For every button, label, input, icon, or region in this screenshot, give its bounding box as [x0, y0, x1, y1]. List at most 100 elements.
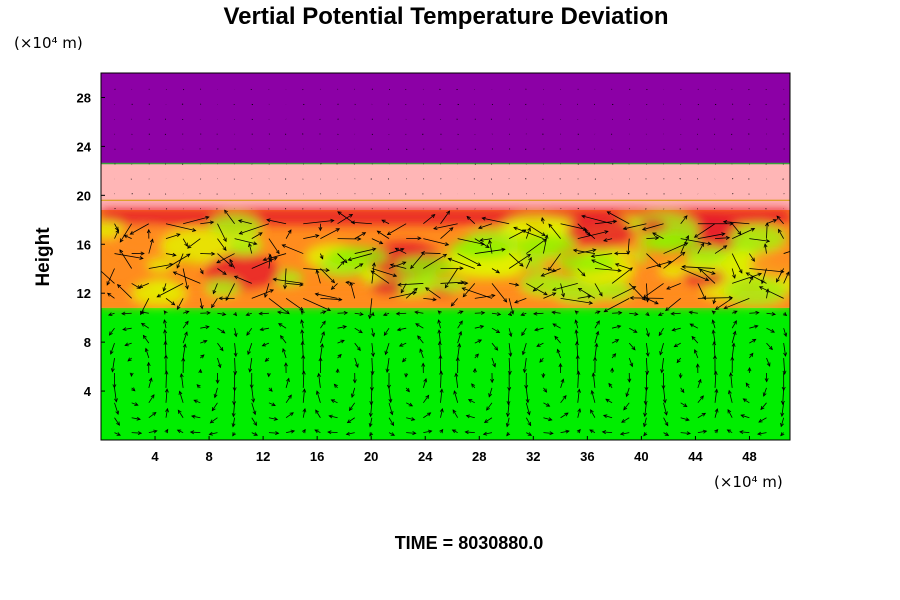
velocity-vector — [371, 238, 384, 245]
velocity-vector — [479, 238, 493, 242]
velocity-vector — [101, 270, 115, 284]
velocity-vector — [524, 372, 529, 390]
velocity-vector — [543, 431, 554, 436]
velocity-vector — [525, 256, 532, 269]
velocity-vector — [320, 297, 343, 302]
velocity-vector — [507, 372, 512, 392]
velocity-vector — [397, 282, 424, 287]
velocity-vector — [749, 253, 755, 262]
velocity-vector — [757, 431, 767, 436]
velocity-vector — [661, 372, 666, 390]
velocity-vector — [423, 238, 450, 246]
velocity-vector — [577, 408, 582, 418]
velocity-vector — [526, 432, 533, 436]
velocity-vector — [782, 312, 788, 317]
velocity-vector — [119, 249, 133, 269]
velocity-vector — [506, 432, 511, 437]
velocity-vector — [466, 215, 476, 225]
velocity-vector — [440, 210, 451, 224]
velocity-vector — [713, 370, 718, 388]
velocity-vector — [163, 319, 167, 329]
velocity-vector — [278, 323, 287, 329]
velocity-vector — [477, 223, 493, 230]
velocity-vector — [464, 430, 475, 435]
velocity-vector — [666, 283, 681, 290]
x-tick-label: 24 — [418, 449, 433, 464]
velocity-vector — [398, 342, 407, 347]
velocity-vector — [196, 384, 201, 389]
velocity-vector — [261, 342, 270, 347]
velocity-vector — [732, 228, 756, 240]
velocity-vector — [384, 342, 390, 356]
velocity-vector — [215, 372, 220, 384]
velocity-vector — [337, 353, 342, 359]
velocity-vector — [200, 251, 216, 256]
velocity-vector — [714, 388, 719, 403]
velocity-vector — [234, 238, 258, 246]
velocity-vector — [208, 431, 218, 436]
velocity-vector — [395, 311, 407, 316]
velocity-vector — [337, 253, 348, 264]
velocity-vector — [420, 251, 441, 255]
velocity-vector — [164, 370, 169, 388]
velocity-vector — [645, 328, 650, 338]
velocity-vector — [437, 329, 442, 344]
velocity-vector — [368, 417, 373, 428]
velocity-vector — [731, 330, 737, 344]
velocity-vector — [268, 416, 279, 421]
x-tick-label: 32 — [526, 449, 540, 464]
velocity-vector — [525, 402, 531, 416]
velocity-vector — [711, 310, 716, 315]
texture-blob — [557, 252, 618, 273]
plot-frame — [100, 72, 791, 441]
velocity-vector — [572, 248, 595, 254]
velocity-vector — [505, 417, 510, 428]
velocity-vector — [283, 268, 288, 290]
velocity-vector — [766, 219, 778, 225]
velocity-vector — [337, 213, 354, 225]
velocity-vector — [346, 417, 355, 424]
texture-blob — [566, 215, 635, 250]
velocity-vector — [301, 428, 306, 434]
velocity-vector — [268, 253, 273, 263]
texture-blob — [638, 231, 699, 252]
velocity-vector — [577, 388, 581, 403]
velocity-vector — [211, 298, 218, 309]
velocity-vector — [764, 372, 769, 383]
velocity-vector — [320, 320, 326, 329]
velocity-vector — [697, 429, 708, 434]
velocity-vector — [660, 357, 665, 374]
velocity-vector — [697, 378, 702, 389]
velocity-vector — [577, 230, 609, 240]
velocity-vector — [148, 429, 158, 434]
velocity-vector — [182, 320, 189, 329]
velocity-vector — [114, 387, 118, 403]
velocity-vector — [414, 310, 424, 315]
velocity-vector — [401, 357, 407, 363]
velocity-vector — [745, 382, 750, 389]
velocity-vector — [491, 268, 501, 274]
velocity-vector — [164, 428, 169, 434]
velocity-vector — [602, 414, 613, 419]
velocity-vector — [543, 402, 551, 407]
velocity-vector — [320, 331, 325, 344]
velocity-vector — [783, 251, 790, 254]
velocity-vector — [211, 402, 218, 412]
velocity-vector — [317, 372, 321, 388]
velocity-vector — [437, 319, 442, 329]
velocity-vector — [619, 431, 630, 436]
velocity-vector — [543, 387, 548, 393]
velocity-vector — [581, 214, 613, 225]
texture-blob — [205, 279, 241, 297]
velocity-vector — [286, 429, 296, 434]
velocity-vector — [472, 367, 477, 373]
velocity-vector — [131, 431, 143, 435]
x-tick-label: 4 — [151, 449, 159, 464]
velocity-vector — [749, 238, 771, 243]
velocity-vector — [622, 223, 647, 231]
velocity-vector — [179, 372, 184, 388]
velocity-vector — [714, 245, 728, 254]
velocity-vector — [508, 328, 513, 338]
velocity-vector — [354, 312, 364, 316]
velocity-vector — [680, 417, 690, 422]
